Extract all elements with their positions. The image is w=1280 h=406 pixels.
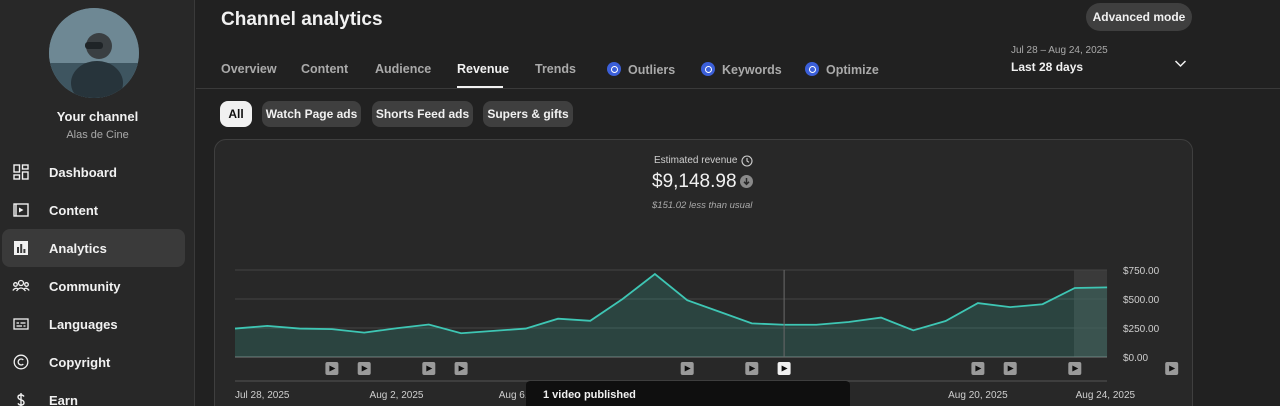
- play-icon: [329, 365, 336, 372]
- play-icon: [975, 365, 982, 372]
- x-tick-label: Aug 2, 2025: [370, 390, 424, 401]
- tab-content[interactable]: Content: [301, 62, 349, 76]
- play-icon: [1072, 365, 1079, 372]
- x-tick-label: Aug 20, 2025: [948, 390, 1008, 401]
- y-tick-label: $750.00: [1123, 266, 1160, 277]
- play-icon: [1007, 365, 1014, 372]
- clock-icon[interactable]: [741, 154, 753, 172]
- tab-trends[interactable]: Trends: [535, 62, 576, 76]
- metric-comparison-note: $151.02 less than usual: [652, 200, 753, 211]
- sidebar-item-content[interactable]: Content: [2, 191, 185, 229]
- sidebar-item-community[interactable]: Community: [2, 267, 185, 305]
- arrow-down-icon: [740, 175, 753, 193]
- play-icon: [1169, 365, 1176, 372]
- x-tick-label: Aug 6, 2025: [499, 390, 553, 401]
- play-icon: [361, 365, 368, 372]
- chip-all[interactable]: All: [220, 101, 252, 127]
- dashboard-icon: [12, 163, 30, 181]
- insights-badge-icon: [607, 62, 621, 76]
- y-tick-label: $500.00: [1123, 295, 1160, 306]
- metric-value: $9,148.98: [652, 171, 737, 192]
- sidebar-item-label: Analytics: [49, 240, 107, 256]
- active-tab-indicator: [457, 86, 503, 88]
- series-line: [234, 272, 1108, 335]
- chip-watch-page-ads[interactable]: Watch Page ads: [262, 101, 361, 127]
- tab-audience[interactable]: Audience: [375, 62, 432, 76]
- sidebar-item-dashboard[interactable]: Dashboard: [2, 153, 185, 191]
- tab-overview[interactable]: Overview: [221, 62, 277, 76]
- sidebar-item-copyright[interactable]: Copyright: [2, 343, 185, 381]
- sidebar-item-label: Languages: [49, 316, 118, 332]
- insights-badge-icon: [701, 62, 715, 76]
- content-icon: [12, 201, 30, 219]
- page-title: Channel analytics: [221, 9, 383, 30]
- y-tick-label: $0.00: [1123, 353, 1148, 364]
- series-area: [235, 274, 1108, 357]
- community-icon: [12, 277, 30, 295]
- partial-period-shade: [1074, 270, 1107, 357]
- y-tick-label: $250.00: [1123, 324, 1160, 335]
- sidebar-item-label: Earn: [49, 392, 78, 406]
- chip-shorts-feed-ads[interactable]: Shorts Feed ads: [372, 101, 473, 127]
- channel-handle: Alas de Cine: [66, 129, 129, 141]
- play-icon: [781, 365, 788, 372]
- tab-keywords[interactable]: Keywords: [701, 62, 782, 77]
- languages-icon: [12, 315, 30, 333]
- earn-icon: [12, 391, 30, 406]
- sidebar-item-earn[interactable]: Earn: [2, 381, 185, 406]
- play-icon: [749, 365, 756, 372]
- play-icon: [458, 365, 465, 372]
- video-published-tooltip: 1 video published: [526, 381, 850, 406]
- x-tick-label: Aug 24, 2025: [1076, 390, 1136, 401]
- tab-revenue[interactable]: Revenue: [457, 62, 510, 76]
- play-icon: [426, 365, 433, 372]
- tab-optimize[interactable]: Optimize: [805, 62, 879, 77]
- chevron-down-icon[interactable]: [1174, 55, 1187, 73]
- sidebar-item-languages[interactable]: Languages: [2, 305, 185, 343]
- sidebar: Your channel Alas de Cine Dashboard Cont…: [0, 0, 195, 406]
- revenue-card: [214, 139, 1193, 406]
- channel-name: Your channel: [56, 109, 139, 124]
- sidebar-item-label: Copyright: [49, 354, 111, 370]
- sidebar-item-label: Content: [49, 202, 99, 218]
- date-period-selector[interactable]: Last 28 days: [1011, 60, 1084, 74]
- copyright-icon: [12, 353, 30, 371]
- tab-outliers[interactable]: Outliers: [607, 62, 675, 77]
- metric-label: Estimated revenue: [654, 155, 738, 166]
- analytics-icon: [12, 239, 30, 257]
- x-tick-label: Jul 28, 2025: [235, 390, 290, 401]
- chip-supers-gifts[interactable]: Supers & gifts: [483, 101, 573, 127]
- sidebar-item-label: Dashboard: [49, 164, 117, 180]
- insights-badge-icon: [805, 62, 819, 76]
- sidebar-item-analytics[interactable]: Analytics: [2, 229, 185, 267]
- advanced-mode-button[interactable]: Advanced mode: [1086, 3, 1192, 31]
- header-divider: [196, 88, 1280, 89]
- date-range-text[interactable]: Jul 28 – Aug 24, 2025: [1011, 45, 1108, 56]
- sidebar-item-label: Community: [49, 278, 121, 294]
- play-icon: [684, 365, 691, 372]
